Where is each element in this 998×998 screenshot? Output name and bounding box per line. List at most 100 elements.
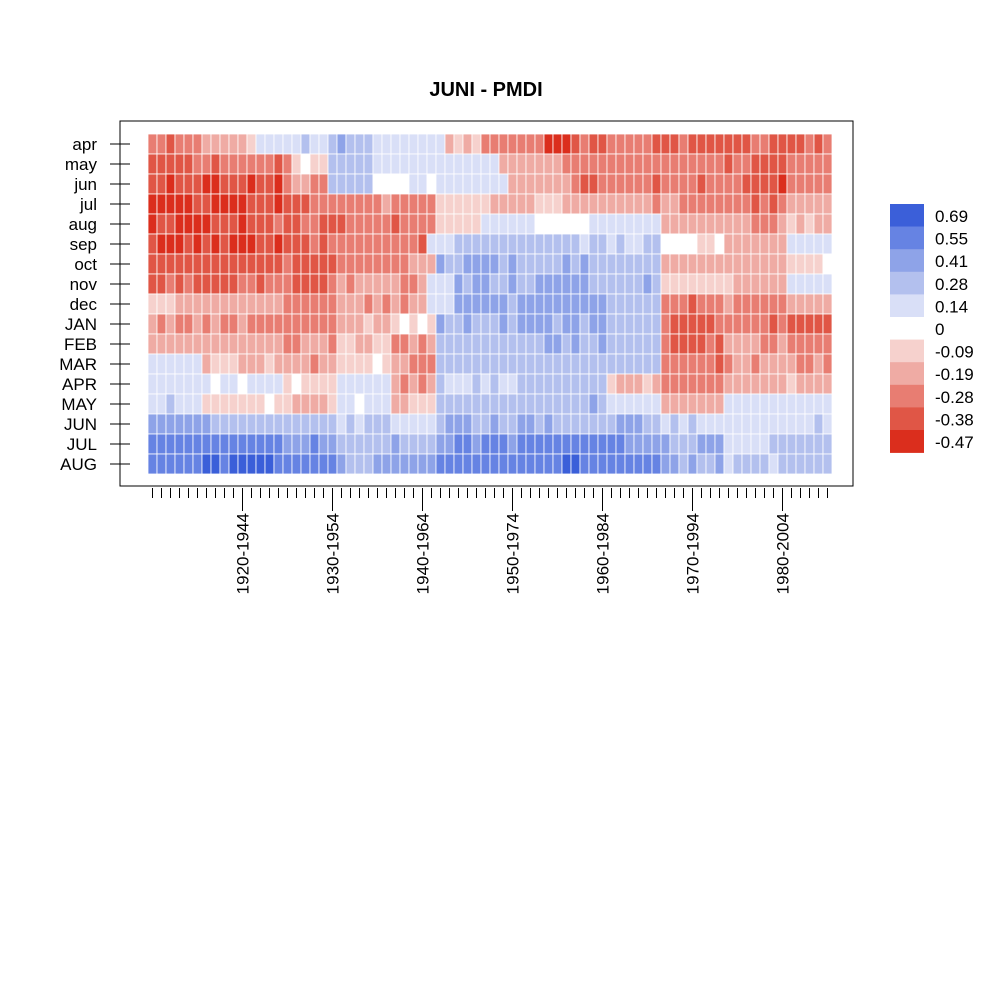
heatmap-cell	[354, 273, 365, 295]
heatmap-cell	[579, 453, 590, 475]
heatmap-cell	[732, 193, 743, 215]
heatmap-cell	[543, 293, 554, 315]
heatmap-cell	[552, 173, 563, 195]
heatmap-cell	[435, 333, 446, 355]
heatmap-cell	[624, 133, 635, 155]
heatmap-cell	[390, 153, 401, 175]
heatmap-cell	[489, 453, 500, 475]
heatmap-cell	[723, 293, 734, 315]
heatmap-cell	[786, 393, 797, 415]
y-tick-label: aug	[69, 215, 97, 234]
heatmap-cell	[300, 433, 311, 455]
heatmap-cell	[777, 453, 788, 475]
heatmap-cell	[804, 253, 815, 275]
heatmap-cell	[147, 273, 158, 295]
heatmap-cell	[615, 413, 626, 435]
heatmap-cell	[156, 213, 167, 235]
heatmap-cell	[426, 353, 437, 375]
heatmap-cell	[624, 293, 635, 315]
x-tick-label: 1950-1974	[504, 513, 523, 594]
heatmap-cell	[372, 213, 383, 235]
heatmap-cell	[462, 233, 473, 255]
heatmap-cell	[516, 453, 527, 475]
heatmap-cell	[291, 173, 302, 195]
heatmap-cell	[651, 253, 662, 275]
heatmap-cell	[552, 453, 563, 475]
heatmap-cell	[651, 333, 662, 355]
heatmap-cell	[543, 233, 554, 255]
heatmap-cell	[507, 393, 518, 415]
heatmap-cell	[579, 373, 590, 395]
heatmap-cell	[642, 253, 653, 275]
heatmap-cell	[552, 273, 563, 295]
heatmap-cell	[615, 333, 626, 355]
heatmap-cell	[678, 433, 689, 455]
heatmap-cell	[597, 213, 608, 235]
heatmap-cell	[480, 193, 491, 215]
heatmap-cell	[228, 273, 239, 295]
heatmap-cell	[723, 393, 734, 415]
heatmap-cell	[156, 373, 167, 395]
heatmap-cell	[372, 173, 383, 195]
heatmap-cell	[732, 133, 743, 155]
heatmap-cell	[759, 333, 770, 355]
heatmap-cell	[759, 173, 770, 195]
heatmap-cell	[291, 433, 302, 455]
legend-swatch	[890, 249, 924, 273]
heatmap-cell	[417, 373, 428, 395]
heatmap-cell	[399, 373, 410, 395]
heatmap-cell	[804, 233, 815, 255]
heatmap-cell	[255, 313, 266, 335]
heatmap-cell	[669, 373, 680, 395]
heatmap-cell	[453, 133, 464, 155]
heatmap-cell	[246, 173, 257, 195]
heatmap-cell	[318, 213, 329, 235]
heatmap-cell	[309, 133, 320, 155]
heatmap-cell	[444, 413, 455, 435]
heatmap-cell	[399, 433, 410, 455]
heatmap-cell	[804, 173, 815, 195]
heatmap-cell	[435, 173, 446, 195]
heatmap-cell	[606, 273, 617, 295]
heatmap-cell	[795, 293, 806, 315]
heatmap-cell	[183, 413, 194, 435]
x-axis: 1920-1944 1930-1954 1940-1964 1950-1974 1960…	[152, 488, 828, 594]
heatmap-cell	[687, 233, 698, 255]
heatmap-cell	[417, 253, 428, 275]
heatmap-cell	[183, 153, 194, 175]
heatmap-cell	[660, 193, 671, 215]
heatmap-cell	[669, 153, 680, 175]
heatmap-cell	[273, 173, 284, 195]
heatmap-cell	[543, 393, 554, 415]
heatmap-cell	[174, 313, 185, 335]
heatmap-cell	[480, 293, 491, 315]
heatmap-cell	[282, 433, 293, 455]
heatmap-cell	[408, 293, 419, 315]
heatmap-cell	[570, 353, 581, 375]
heatmap-cell	[282, 293, 293, 315]
heatmap-cell	[255, 253, 266, 275]
heatmap-cell	[426, 293, 437, 315]
heatmap-cell	[228, 413, 239, 435]
heatmap-cell	[156, 153, 167, 175]
heatmap-cell	[552, 293, 563, 315]
heatmap-cell	[210, 133, 221, 155]
heatmap-cell	[624, 373, 635, 395]
heatmap-cell	[471, 453, 482, 475]
heatmap-cell	[246, 353, 257, 375]
heatmap-cell	[534, 273, 545, 295]
heatmap-cell	[318, 253, 329, 275]
heatmap-cell	[273, 433, 284, 455]
heatmap-cell	[399, 253, 410, 275]
heatmap-cell	[255, 273, 266, 295]
heatmap-cell	[219, 253, 230, 275]
heatmap-cell	[471, 293, 482, 315]
heatmap-cell	[633, 433, 644, 455]
y-tick-label: apr	[72, 135, 97, 154]
heatmap-cell	[363, 353, 374, 375]
heatmap-cell	[165, 393, 176, 415]
heatmap-cell	[768, 373, 779, 395]
heatmap-cell	[534, 253, 545, 275]
heatmap-cell	[561, 233, 572, 255]
heatmap-cell	[453, 253, 464, 275]
